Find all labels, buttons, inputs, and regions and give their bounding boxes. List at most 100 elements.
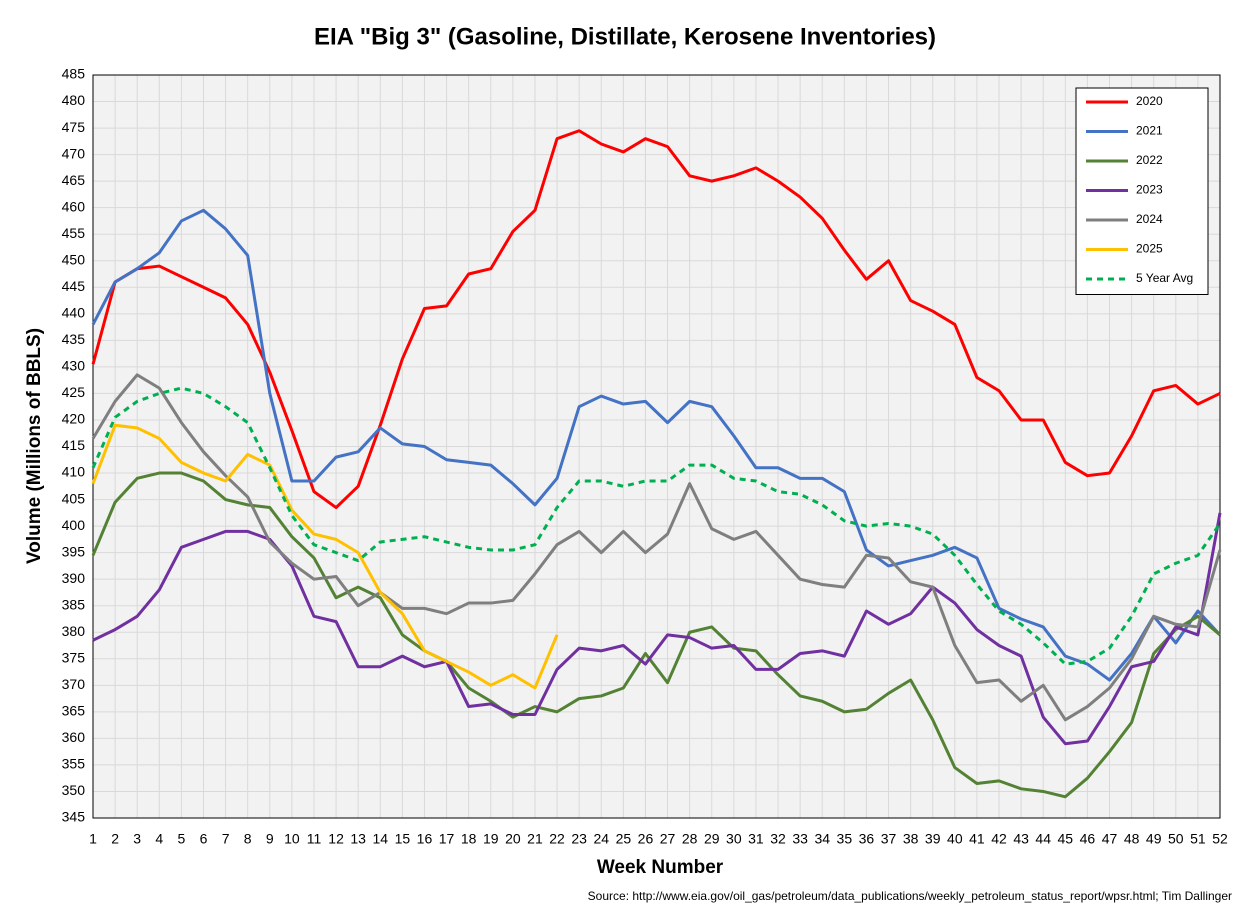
x-tick-label: 43 [1013,831,1029,847]
x-tick-label: 11 [307,831,322,847]
legend-label: 2020 [1136,94,1163,108]
x-tick-label: 41 [969,831,985,847]
series-line [91,373,1222,722]
x-tick-label: 22 [549,831,565,847]
series-line [91,471,1221,799]
x-tick-label: 28 [682,831,698,847]
y-tick-label: 470 [62,145,86,161]
x-tick-label: 51 [1190,831,1206,847]
y-tick-label: 425 [62,384,86,400]
x-tick-label: 36 [859,831,875,847]
series-line [91,423,559,690]
x-tick-label: 40 [947,831,963,847]
legend-label: 2024 [1136,212,1163,226]
x-tick-label: 47 [1102,831,1118,847]
y-tick-label: 475 [62,119,86,135]
x-tick-label: 16 [417,831,433,847]
x-tick-label: 25 [616,831,632,847]
x-tick-label: 19 [483,831,499,847]
x-tick-label: 1 [89,831,97,847]
x-tick-label: 30 [726,831,742,847]
x-tick-label: 18 [461,831,477,847]
x-tick-label: 3 [133,831,141,847]
y-tick-label: 405 [62,490,86,506]
x-tick-label: 8 [244,831,252,847]
x-tick-label: 45 [1058,831,1074,847]
x-tick-label: 26 [638,831,654,847]
legend-label: 2025 [1136,242,1163,256]
y-tick-label: 380 [62,623,86,639]
y-tick-label: 440 [62,305,86,321]
legend-label: 5 Year Avg [1136,271,1193,285]
x-tick-label: 24 [593,831,609,847]
legend-label: 2023 [1136,183,1163,197]
x-tick-label: 12 [328,831,344,847]
x-tick-label: 31 [748,831,764,847]
x-tick-label: 15 [395,831,411,847]
y-tick-label: 485 [62,66,86,82]
y-tick-label: 450 [62,251,86,267]
x-tick-label: 42 [991,831,1007,847]
y-tick-label: 390 [62,570,86,586]
x-tick-label: 32 [770,831,786,847]
x-tick-label: 20 [505,831,521,847]
x-tick-label: 4 [155,831,163,847]
x-tick-label: 39 [925,831,941,847]
x-tick-label: 10 [284,831,300,847]
y-tick-label: 345 [62,809,86,825]
y-tick-label: 400 [62,517,86,533]
plot-border [92,74,1221,819]
y-tick-label: 460 [62,198,86,214]
x-axis-label: Week Number [597,857,724,878]
x-tick-label: 34 [814,831,830,847]
y-tick-label: 435 [62,331,86,347]
series-line [91,386,1222,666]
series-line [91,129,1221,510]
x-tick-label: 14 [372,831,388,847]
y-tick-label: 465 [62,172,86,188]
x-tick-label: 6 [200,831,208,847]
x-tick-label: 27 [660,831,676,847]
x-tick-label: 52 [1212,831,1228,847]
x-tick-label: 21 [527,831,543,847]
y-tick-label: 480 [62,92,86,108]
x-tick-label: 9 [266,831,274,847]
y-tick-label: 365 [62,703,86,719]
chart-title: EIA "Big 3" (Gasoline, Distillate, Keros… [314,23,936,50]
y-tick-label: 415 [62,437,86,453]
x-tick-label: 7 [222,831,230,847]
x-tick-label: 29 [704,831,720,847]
x-tick-label: 50 [1168,831,1184,847]
y-axis-label: Volume (Millions of BBLS) [24,328,45,564]
y-tick-label: 370 [62,676,86,692]
series-line [91,208,1222,682]
y-tick-label: 420 [62,411,86,427]
legend-label: 2022 [1136,153,1163,167]
x-tick-label: 33 [792,831,808,847]
x-tick-label: 17 [439,831,455,847]
x-tick-label: 44 [1035,831,1051,847]
x-tick-label: 2 [111,831,119,847]
y-tick-label: 350 [62,782,86,798]
x-tick-label: 48 [1124,831,1140,847]
x-tick-label: 38 [903,831,919,847]
x-tick-label: 37 [881,831,897,847]
y-tick-label: 430 [62,358,86,374]
source-note: Source: http://www.eia.gov/oil_gas/petro… [588,889,1232,903]
x-tick-label: 5 [177,831,185,847]
x-tick-label: 23 [571,831,587,847]
y-tick-label: 385 [62,596,86,612]
x-tick-label: 46 [1080,831,1096,847]
x-tick-label: 49 [1146,831,1162,847]
y-tick-label: 375 [62,649,86,665]
legend-label: 2021 [1136,124,1163,138]
y-tick-label: 355 [62,756,86,772]
y-tick-label: 445 [62,278,86,294]
y-tick-label: 395 [62,543,86,559]
y-tick-label: 410 [62,464,86,480]
y-tick-label: 360 [62,729,86,745]
x-tick-label: 35 [837,831,853,847]
x-tick-label: 13 [350,831,366,847]
y-tick-label: 455 [62,225,86,241]
